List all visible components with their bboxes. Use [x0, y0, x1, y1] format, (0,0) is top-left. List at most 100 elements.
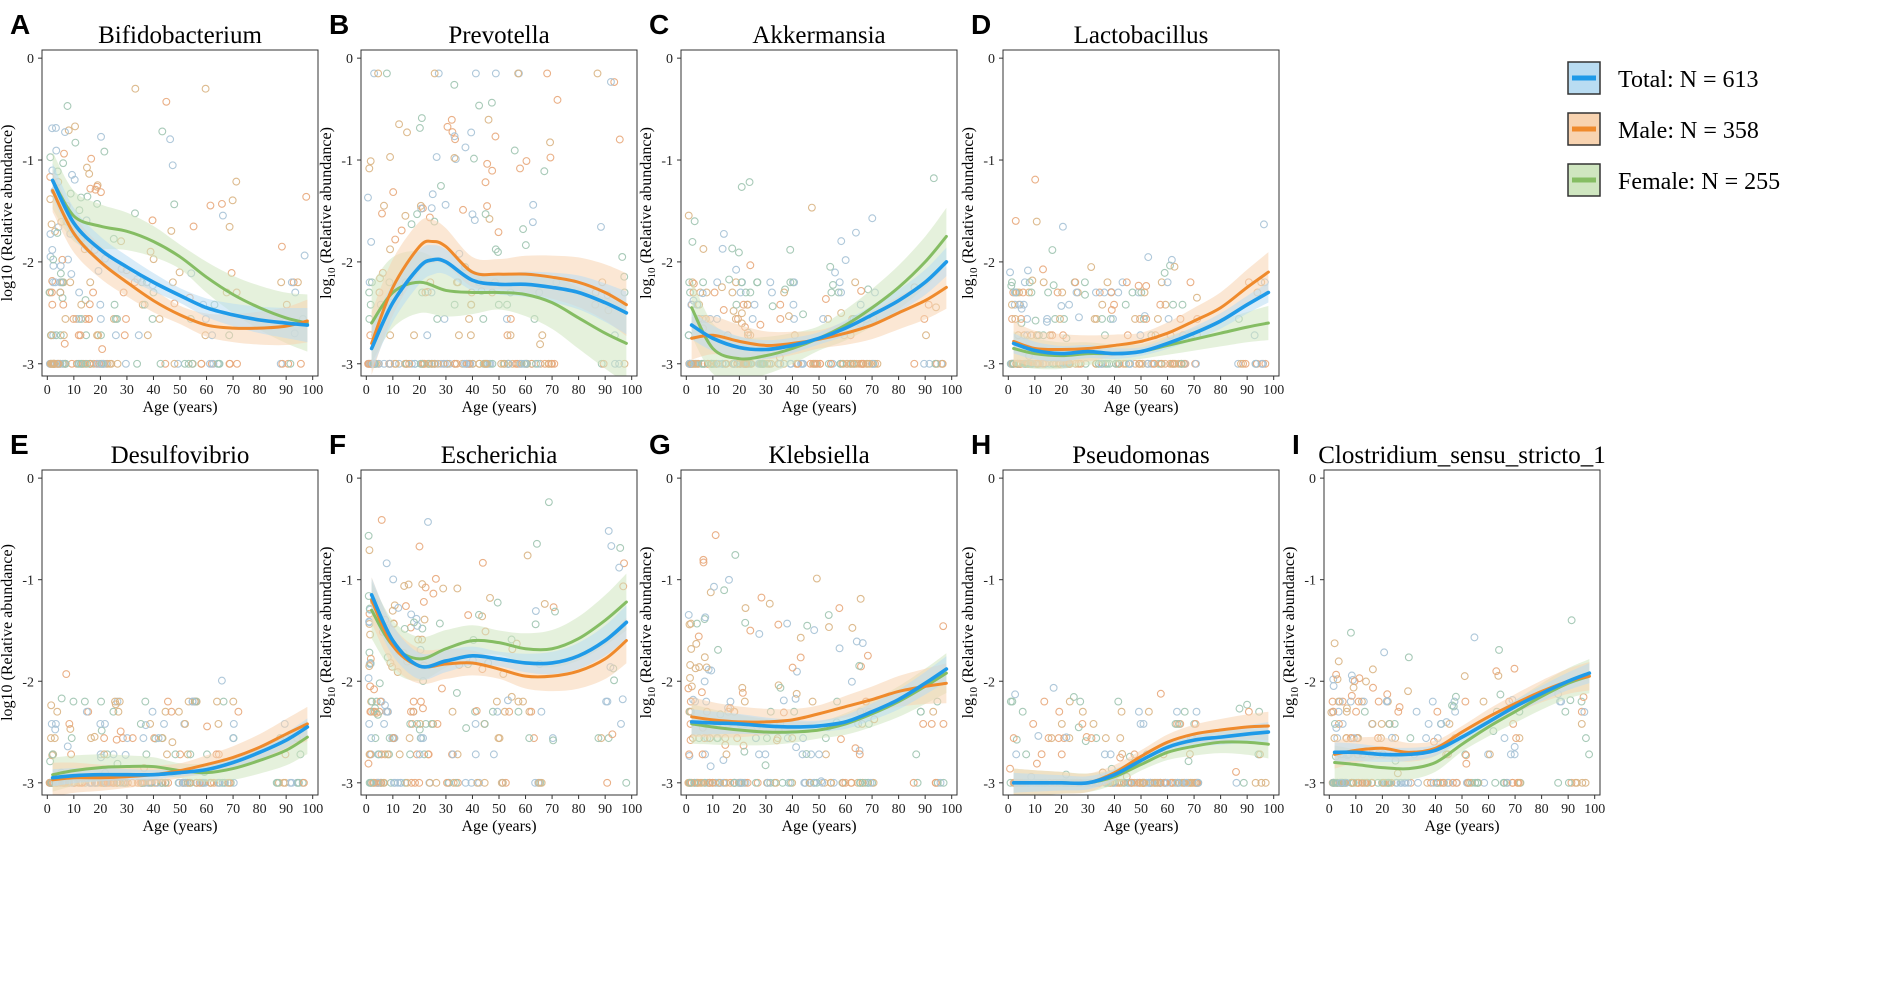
line-female — [370, 280, 628, 345]
data-point — [485, 214, 494, 223]
data-point — [415, 542, 424, 551]
x-tick-label: 60 — [839, 383, 853, 398]
data-point — [1167, 255, 1176, 264]
data-point — [1451, 707, 1460, 716]
y-axis-label-klebsiella: log10 (Relative abundance) — [638, 547, 658, 719]
x-tick-label: 20 — [732, 802, 746, 817]
data-point — [377, 750, 386, 759]
scatter-points-prevotella — [364, 69, 629, 368]
data-point — [745, 178, 754, 187]
panel-a-bifidobacterium: A Bifidobacterium 0 -1 -2 -3 0 10 20 30 40 50 60 70 80… — [0, 9, 323, 416]
data-point — [64, 126, 73, 135]
data-point — [1117, 707, 1126, 716]
data-point — [756, 320, 765, 329]
data-point — [50, 734, 59, 743]
data-point — [1076, 697, 1085, 706]
data-point — [391, 235, 400, 244]
data-point — [1406, 734, 1415, 743]
data-point — [829, 778, 838, 787]
data-point — [504, 696, 512, 705]
data-point — [1567, 778, 1576, 787]
data-point — [873, 359, 882, 368]
y-axis-label-prevotella: log10 (Relative abundance) — [318, 127, 338, 299]
data-point — [279, 778, 288, 787]
y-axis-escherichia: 0 -1 -2 -3 — [341, 472, 361, 792]
data-point — [474, 610, 483, 619]
data-point — [415, 750, 424, 759]
scatter-points-clostridium-sensu-stricto-1 — [1327, 616, 1594, 787]
data-point — [1134, 281, 1143, 290]
data-point — [1056, 315, 1064, 323]
data-point — [77, 300, 86, 309]
data-point — [788, 663, 797, 672]
data-point — [766, 778, 775, 787]
data-point — [697, 688, 706, 697]
data-point — [738, 688, 747, 697]
data-point — [847, 778, 856, 787]
data-point — [684, 211, 693, 220]
x-axis-label-akkermansia: Age (years) — [781, 399, 856, 416]
data-point — [855, 746, 864, 755]
x-tick-label: 70 — [1508, 802, 1522, 817]
data-point — [465, 315, 473, 323]
data-point — [1500, 734, 1509, 743]
data-point — [807, 750, 816, 759]
x-tick-label: 50 — [492, 802, 506, 817]
data-point — [722, 750, 731, 759]
y-tick-label: 0 — [27, 472, 34, 487]
data-point — [796, 653, 805, 662]
legend-label-female: Female: N = 255 — [1618, 169, 1780, 195]
y-tick-label: 0 — [1309, 472, 1316, 487]
data-point — [206, 201, 215, 210]
data-point — [939, 622, 948, 631]
confidence-bands-prevotella — [371, 217, 627, 376]
data-point — [1580, 708, 1589, 716]
data-point — [1404, 687, 1412, 696]
data-point — [1049, 683, 1058, 692]
data-point — [1173, 707, 1181, 716]
data-point — [1485, 750, 1494, 759]
data-point — [464, 359, 473, 368]
data-point — [427, 719, 436, 728]
data-point — [155, 315, 164, 323]
data-point — [374, 359, 383, 368]
data-point — [939, 719, 948, 728]
x-tick-label: 70 — [545, 802, 559, 817]
data-point — [618, 695, 627, 704]
data-point — [1092, 734, 1101, 743]
data-point — [1577, 697, 1586, 706]
x-axis-label-bifidobacterium: Age (years) — [142, 399, 217, 416]
data-point — [365, 546, 374, 555]
panel-letter-b: B — [329, 9, 349, 40]
data-point — [63, 102, 72, 110]
data-point — [1169, 300, 1178, 309]
data-point — [746, 626, 755, 635]
data-point — [715, 778, 724, 787]
data-point — [93, 331, 102, 340]
data-point — [372, 697, 381, 706]
data-point — [1251, 778, 1260, 787]
legend-label-total: Total: N = 613 — [1618, 67, 1759, 93]
data-point — [409, 697, 418, 706]
data-point — [411, 778, 419, 787]
panel-title-prevotella: Prevotella — [448, 22, 549, 49]
y-tick-label: -2 — [661, 675, 673, 690]
y-axis-prevotella: 0 -1 -2 -3 — [341, 52, 361, 373]
data-point — [1369, 683, 1377, 692]
data-point — [593, 69, 602, 78]
data-point — [1037, 750, 1046, 759]
data-point — [529, 200, 538, 209]
data-point — [429, 589, 438, 598]
data-point — [1330, 734, 1339, 743]
data-point — [768, 302, 777, 311]
band-male — [1334, 661, 1590, 769]
data-point — [453, 584, 462, 593]
data-point — [443, 122, 452, 131]
data-point — [1010, 288, 1019, 297]
data-point — [175, 268, 184, 277]
data-point — [608, 730, 617, 739]
data-point — [740, 747, 749, 756]
data-point — [776, 315, 785, 323]
data-point — [1106, 750, 1115, 759]
data-point — [702, 288, 711, 297]
